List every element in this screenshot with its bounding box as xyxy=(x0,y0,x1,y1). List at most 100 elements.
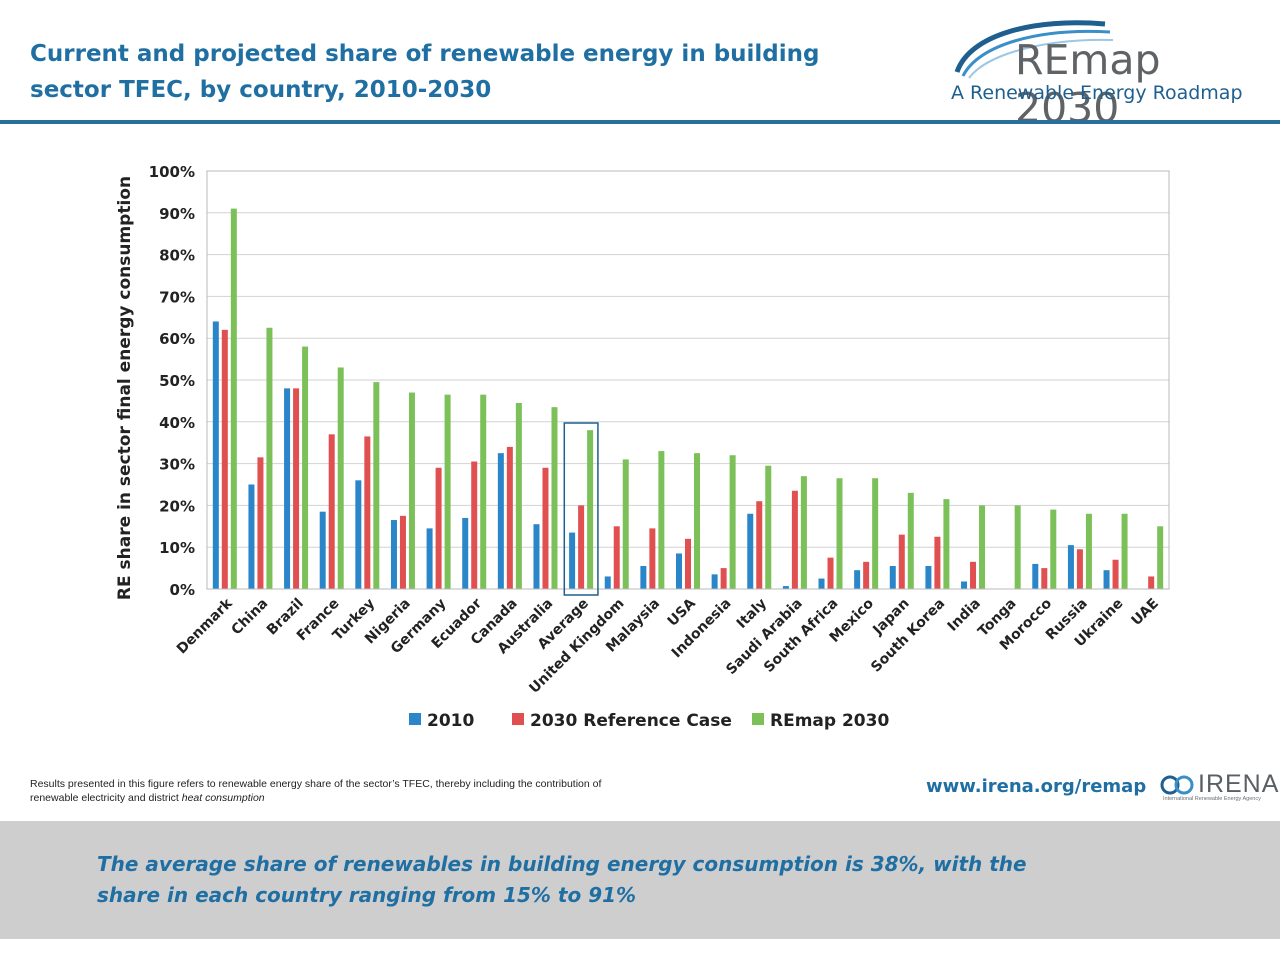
footnote: Results presented in this figure refers … xyxy=(30,777,650,805)
bar-remap-2030 xyxy=(907,492,914,589)
bar-remap-2030 xyxy=(266,327,273,589)
x-tick-label: China xyxy=(229,596,272,639)
bar-2030-reference-case xyxy=(399,515,406,589)
bar-remap-2030 xyxy=(943,499,950,589)
bar-2030-reference-case xyxy=(328,434,335,589)
bar-2030-reference-case xyxy=(471,461,478,589)
bar-remap-2030 xyxy=(622,459,629,589)
bar-2010 xyxy=(1032,563,1039,589)
irena-tagline: International Renewable Energy Agency xyxy=(1163,796,1261,802)
bar-2010 xyxy=(961,581,968,589)
bar-2030-reference-case xyxy=(685,538,691,589)
bar-remap-2030 xyxy=(800,476,807,589)
bar-2030-reference-case xyxy=(1041,568,1048,589)
bar-2030-reference-case xyxy=(649,528,656,589)
bar-remap-2030 xyxy=(658,451,665,589)
bar-remap-2030 xyxy=(694,453,700,589)
bar-remap-2030 xyxy=(765,465,772,589)
y-tick-label: 30% xyxy=(159,456,195,474)
page-title: Current and projected share of renewable… xyxy=(30,41,820,103)
bar-2030-reference-case xyxy=(578,505,585,589)
bar-2010 xyxy=(533,524,540,589)
bar-remap-2030 xyxy=(1050,509,1057,589)
bar-2030-reference-case xyxy=(613,526,620,589)
legend-label: 2030 Reference Case xyxy=(530,711,732,731)
legend: 2010 2030 Reference Case REmap 2030 xyxy=(409,711,889,731)
bar-2010 xyxy=(818,578,825,589)
y-tick-label: 100% xyxy=(149,163,195,181)
bar-remap-2030 xyxy=(373,382,380,589)
bar-2010 xyxy=(676,553,682,589)
irena-emblem-icon xyxy=(1160,775,1194,795)
bar-2010 xyxy=(711,574,718,589)
bar-2010 xyxy=(1103,570,1110,589)
legend-label: REmap 2030 xyxy=(770,711,889,731)
bar-2030-reference-case xyxy=(827,557,834,589)
bar-2030-reference-case xyxy=(1112,559,1119,589)
bar-remap-2030 xyxy=(408,392,415,589)
bar-2030-reference-case xyxy=(720,568,727,589)
irena-wordmark: IRENA xyxy=(1198,770,1280,798)
swoosh-icon xyxy=(954,20,1114,79)
bar-remap-2030 xyxy=(1121,513,1128,589)
irena-logo: IRENA International Renewable Energy Age… xyxy=(1160,770,1278,806)
bar-remap-2030 xyxy=(872,478,879,589)
bar-2010 xyxy=(1067,545,1074,589)
x-axis-ticks: DenmarkChinaBrazilFranceTurkeyNigeriaGer… xyxy=(174,595,1162,697)
footnote-italic-text: heat consumption xyxy=(181,792,265,804)
y-tick-label: 80% xyxy=(159,247,195,265)
bar-2030-reference-case xyxy=(257,457,264,589)
bar-2010 xyxy=(854,570,861,589)
footer-banner: The average share of renewables in build… xyxy=(0,821,1280,939)
bar-remap-2030 xyxy=(337,367,344,589)
bar-2010 xyxy=(462,517,469,589)
y-tick-label: 50% xyxy=(159,372,195,390)
plot-frame xyxy=(206,170,1170,590)
bar-remap-2030 xyxy=(230,208,237,589)
bar-2010 xyxy=(604,576,611,589)
bar-2030-reference-case xyxy=(542,467,549,589)
legend-swatch xyxy=(512,713,524,725)
bar-remap-2030 xyxy=(1085,513,1092,589)
bar-2010 xyxy=(248,484,255,589)
legend-swatch xyxy=(409,713,421,725)
logo-wordmark: REmap 2030 xyxy=(1015,36,1161,132)
bar-2010 xyxy=(747,513,754,589)
bar-remap-2030 xyxy=(515,402,522,589)
bar-2010 xyxy=(426,528,433,589)
bar-remap-2030 xyxy=(444,394,451,589)
bar-remap-2030 xyxy=(729,455,736,589)
bar-2010 xyxy=(355,480,362,589)
footer-summary: The average share of renewables in build… xyxy=(97,852,1027,907)
y-tick-label: 90% xyxy=(159,205,195,223)
bar-remap-2030 xyxy=(480,394,487,589)
bar-2030-reference-case xyxy=(934,536,941,589)
bar-2010 xyxy=(319,511,326,589)
y-tick-label: 20% xyxy=(159,497,195,515)
y-tick-label: 40% xyxy=(159,414,195,432)
x-tick-label: UAE xyxy=(1129,596,1162,629)
bar-2010 xyxy=(284,388,291,589)
bar-2030-reference-case xyxy=(1148,576,1155,589)
bar-2030-reference-case xyxy=(756,501,763,589)
bar-2030-reference-case xyxy=(221,329,228,589)
footnote-text: Results presented in this figure refers … xyxy=(30,778,602,804)
bar-2010 xyxy=(497,453,504,589)
bar-2030-reference-case xyxy=(970,561,977,589)
bar-2030-reference-case xyxy=(898,534,905,589)
y-axis-label: RE share in sector final energy consumpt… xyxy=(115,176,135,600)
bars xyxy=(212,208,1164,589)
bar-remap-2030 xyxy=(836,478,843,589)
y-tick-label: 0% xyxy=(170,581,195,599)
bar-2010 xyxy=(212,321,219,589)
legend-swatch xyxy=(752,713,764,725)
legend-label: 2010 xyxy=(427,711,474,731)
header-divider xyxy=(0,120,1280,124)
bar-2010 xyxy=(925,566,932,589)
bar-2030-reference-case xyxy=(293,388,300,589)
bar-2010 xyxy=(390,520,397,589)
gridlines xyxy=(207,170,1169,590)
remap-link[interactable]: www.irena.org/remap xyxy=(926,776,1147,797)
y-tick-label: 60% xyxy=(159,330,195,348)
bar-remap-2030 xyxy=(587,430,594,589)
